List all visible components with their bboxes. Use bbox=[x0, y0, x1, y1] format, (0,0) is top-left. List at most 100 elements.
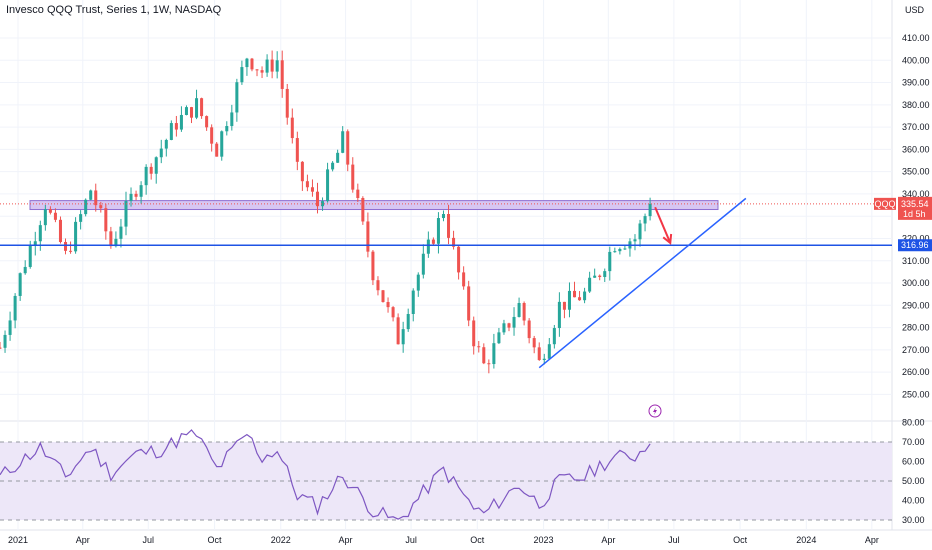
candle-body bbox=[482, 347, 486, 364]
candle-body bbox=[366, 221, 370, 252]
candle-body bbox=[447, 214, 451, 238]
candle-body bbox=[184, 107, 188, 115]
rsi-tick-label: 30.00 bbox=[902, 515, 925, 525]
time-tick-label: Apr bbox=[865, 535, 879, 545]
candle-body bbox=[260, 70, 264, 73]
price-tick-label: 380.00 bbox=[902, 100, 930, 110]
candle-body bbox=[315, 191, 320, 207]
level-label: 316.96 bbox=[901, 240, 929, 250]
rsi-tick-label: 40.00 bbox=[902, 496, 925, 506]
candle-body bbox=[527, 320, 531, 339]
candle-body bbox=[245, 58, 249, 68]
time-tick-label: Oct bbox=[208, 535, 223, 545]
trendline[interactable] bbox=[538, 197, 747, 369]
time-tick-label: 2024 bbox=[796, 535, 816, 545]
candle-body bbox=[623, 248, 627, 250]
candle-body bbox=[18, 273, 22, 296]
candle-body bbox=[58, 219, 62, 242]
price-tick-label: 340.00 bbox=[902, 189, 930, 199]
candle-body bbox=[240, 67, 244, 83]
candle-body bbox=[195, 98, 199, 118]
resistance-zone[interactable] bbox=[29, 200, 719, 211]
time-tick-label: Apr bbox=[76, 535, 90, 545]
candle-body bbox=[275, 60, 279, 72]
candle-body bbox=[305, 181, 309, 188]
candle-body bbox=[552, 328, 556, 345]
candle-body bbox=[497, 332, 501, 344]
candle-body bbox=[603, 271, 607, 277]
candle-body bbox=[79, 214, 83, 222]
candle-body bbox=[43, 209, 47, 226]
candle-body bbox=[572, 290, 577, 298]
time-tick-label: 2022 bbox=[271, 535, 291, 545]
price-tick-label: 280.00 bbox=[902, 323, 930, 333]
price-tick-label: 300.00 bbox=[902, 278, 930, 288]
candle-body bbox=[280, 60, 284, 89]
time-tick-label: Oct bbox=[470, 535, 485, 545]
rsi-tick-label: 70.00 bbox=[902, 437, 925, 447]
candle-body bbox=[129, 193, 133, 202]
candle-body bbox=[64, 241, 68, 251]
candle-body bbox=[13, 295, 17, 321]
candle-body bbox=[457, 246, 461, 273]
candle-body bbox=[401, 329, 405, 345]
candle-body bbox=[169, 123, 173, 140]
candle-body bbox=[472, 320, 476, 347]
candle-body bbox=[114, 238, 118, 247]
candle-body bbox=[502, 323, 506, 333]
time-tick-label: Apr bbox=[601, 535, 615, 545]
candle-body bbox=[3, 334, 7, 348]
price-tick-label: 390.00 bbox=[902, 78, 930, 88]
candle-body bbox=[250, 58, 254, 70]
currency-label: USD bbox=[905, 5, 925, 15]
forecast-arrow-head bbox=[662, 233, 673, 245]
candle-body bbox=[507, 323, 511, 328]
candle-body bbox=[270, 59, 274, 72]
candle-body bbox=[396, 317, 400, 345]
candle-body bbox=[84, 199, 88, 215]
candle-body bbox=[94, 190, 98, 206]
price-tick-label: 310.00 bbox=[902, 256, 930, 266]
candle-body bbox=[386, 302, 390, 308]
candle-body bbox=[144, 166, 148, 186]
candle-body bbox=[285, 88, 289, 118]
candle-body bbox=[406, 314, 410, 330]
candle-body bbox=[648, 203, 652, 217]
candle-body bbox=[421, 253, 425, 275]
candle-body bbox=[522, 303, 526, 321]
chart-title: Invesco QQQ Trust, Series 1, 1W, NASDAQ bbox=[6, 4, 222, 16]
candle-body bbox=[210, 127, 214, 144]
candle-body bbox=[215, 143, 219, 157]
price-tick-label: 360.00 bbox=[902, 144, 930, 154]
forecast-arrow[interactable] bbox=[654, 206, 672, 244]
rsi-line bbox=[0, 429, 651, 520]
candle-body bbox=[139, 185, 143, 197]
candle-body bbox=[643, 216, 647, 224]
lightning-glyph bbox=[653, 407, 657, 415]
price-tick-label: 370.00 bbox=[902, 122, 930, 132]
candle-body bbox=[89, 190, 93, 200]
price-tick-label: 270.00 bbox=[902, 345, 930, 355]
candle-body bbox=[119, 226, 123, 239]
price-tick-label: 400.00 bbox=[902, 55, 930, 65]
candle-body bbox=[104, 208, 108, 232]
candle-body bbox=[331, 162, 335, 170]
last-price-tag bbox=[898, 196, 932, 220]
candle-body bbox=[265, 59, 269, 73]
candle-body bbox=[230, 112, 234, 127]
candle-body bbox=[613, 251, 617, 253]
candle-body bbox=[164, 139, 168, 149]
candle-body bbox=[290, 117, 294, 139]
candle-body bbox=[321, 201, 325, 207]
candle-body bbox=[562, 301, 566, 310]
candle-body bbox=[174, 123, 178, 130]
candle-body bbox=[441, 214, 445, 219]
candle-body bbox=[557, 301, 561, 329]
candle-body bbox=[23, 266, 27, 274]
level-tag bbox=[898, 239, 932, 252]
candle-body bbox=[588, 277, 592, 292]
time-tick-label: 2021 bbox=[8, 535, 28, 545]
candle-body bbox=[361, 198, 365, 222]
candle-body bbox=[608, 251, 612, 272]
